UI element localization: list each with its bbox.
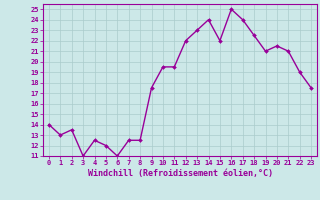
X-axis label: Windchill (Refroidissement éolien,°C): Windchill (Refroidissement éolien,°C) xyxy=(87,169,273,178)
